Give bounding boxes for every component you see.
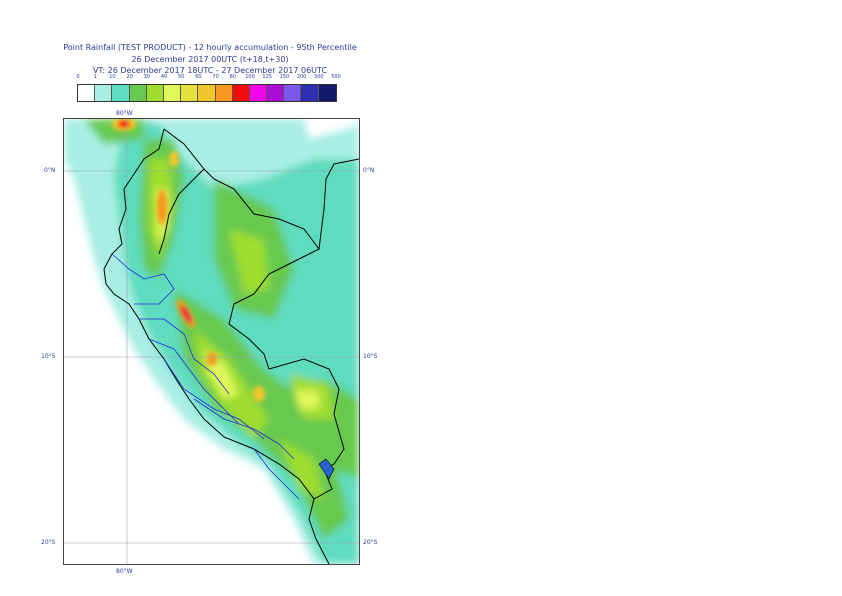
legend-tick-label: 200 [296, 74, 307, 80]
legend-tick-label: 1 [93, 74, 97, 80]
valid-time: VT: 26 December 2017 18UTC - 27 December… [92, 66, 328, 75]
lat-label-right-0: 0°N [363, 167, 375, 174]
lat-label-left-10: 10°S [41, 353, 56, 360]
legend-swatch [301, 85, 319, 101]
lake-titicaca [318, 458, 335, 480]
legend-swatch [181, 85, 199, 101]
legend-tick-label: 10 [109, 74, 116, 80]
legend-tick-label: 20 [126, 74, 133, 80]
precip-field [64, 119, 359, 564]
legend-tick-label: 70 [212, 74, 219, 80]
region-borders [111, 253, 300, 500]
legend-tick-label: 60 [195, 74, 202, 80]
legend-swatch [284, 85, 302, 101]
legend-swatch [163, 85, 182, 101]
lon-label-bottom: 80°W [116, 568, 133, 575]
legend-tick-label: 0 [76, 74, 80, 80]
legend-tick-label: 125 [262, 74, 272, 80]
legend-swatch [198, 85, 216, 101]
legend-swatch [215, 85, 233, 101]
legend-swatch [232, 85, 250, 101]
legend-swatch [146, 85, 164, 101]
precip-peaks [112, 119, 265, 402]
rainfall-map: 80°W [63, 118, 360, 565]
legend-tick-label: 50 [178, 74, 185, 80]
legend-swatch [112, 85, 130, 101]
legend-swatch [318, 85, 336, 101]
run-time: 26 December 2017 00UTC (t+18,t+30) [131, 55, 289, 64]
legend-tick-label: 100 [245, 74, 255, 80]
legend-swatch [95, 85, 113, 101]
legend-swatch [249, 85, 268, 101]
lat-label-right-20: 20°S [363, 539, 378, 546]
legend-swatch [267, 85, 285, 101]
lat-label-right-10: 10°S [363, 353, 378, 360]
legend-tick-label: 30 [143, 74, 150, 80]
legend-tick-label: 150 [279, 74, 290, 80]
legend-tick-label: 500 [331, 74, 341, 80]
chart-title: Point Rainfall (TEST PRODUCT) - 12 hourl… [63, 43, 357, 52]
legend-swatches [77, 84, 337, 102]
lat-label-left-20: 20°S [41, 539, 56, 546]
legend-tick-label: 300 [314, 74, 324, 80]
lat-label-left-0: 0°N [44, 167, 56, 174]
map-canvas [64, 119, 359, 564]
legend-swatch [78, 85, 96, 101]
legend-tick-label: 40 [160, 74, 168, 80]
legend-swatch [129, 85, 147, 101]
graticule [64, 119, 359, 564]
legend-tick-label: 80 [229, 74, 236, 80]
lon-label-top-outer: 80°W [116, 110, 133, 117]
